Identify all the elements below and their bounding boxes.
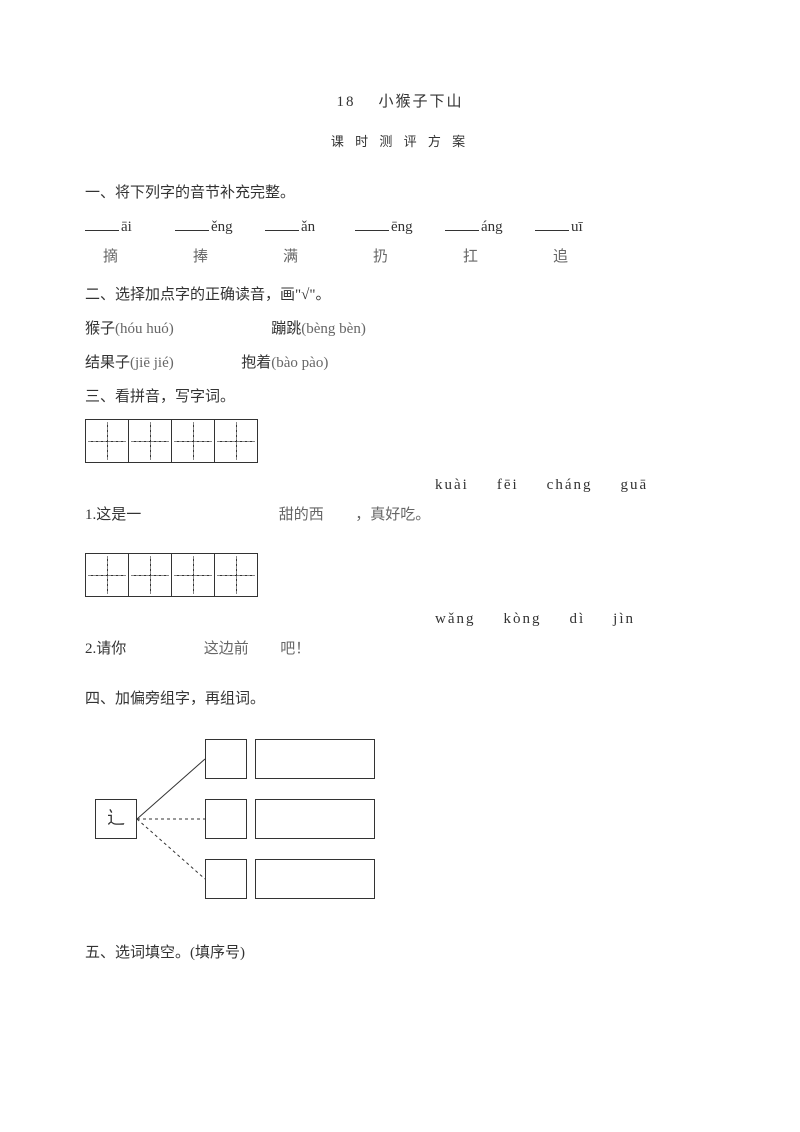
q3-pinyin-row-1: kuài fēi cháng guā — [85, 473, 715, 497]
q3-pinyin: kòng — [504, 607, 542, 631]
q3-pinyin: cháng — [547, 473, 593, 497]
blank-line[interactable] — [265, 217, 299, 231]
q3-row-1 — [85, 419, 715, 467]
child-box[interactable] — [205, 799, 247, 839]
q1-hanzi: 摘 — [85, 245, 175, 269]
q2-word: 蹦跳 — [271, 321, 301, 337]
section-5-heading: 五、选词填空。(填序号) — [85, 941, 715, 965]
tianzi-cell[interactable] — [214, 553, 258, 597]
root-box: 辶 — [95, 799, 137, 839]
q1-hanzi: 满 — [265, 245, 355, 269]
q3-text: 这边前 — [204, 641, 249, 657]
q1-hanzi-row: 摘 捧 满 扔 扛 追 — [85, 245, 715, 269]
word-box[interactable] — [255, 859, 375, 899]
blank-line[interactable] — [355, 217, 389, 231]
q1-pinyin: áng — [481, 215, 503, 239]
q2-word: 抱着 — [241, 355, 271, 371]
q3-text: ，真好吃。 — [355, 507, 430, 523]
word-box[interactable] — [255, 799, 375, 839]
q1-pinyin-cell: āi — [85, 215, 175, 239]
q1-pinyin-cell: ēng — [355, 215, 445, 239]
blank-line[interactable] — [175, 217, 209, 231]
q1-pinyin-cell: ěng — [175, 215, 265, 239]
tianzi-cell[interactable] — [171, 553, 215, 597]
tianzi-cell[interactable] — [85, 419, 129, 463]
q1-pinyin: ǎn — [301, 215, 315, 239]
q4-diagram: 辶 — [95, 721, 455, 911]
q2-pinyin-choice[interactable]: (bào pào) — [271, 355, 328, 371]
q3-pinyin: dì — [570, 607, 586, 631]
child-box[interactable] — [205, 739, 247, 779]
q3-pinyin-row-2: wǎng kòng dì jìn — [85, 607, 715, 631]
blank-line[interactable] — [85, 217, 119, 231]
q2-pinyin-choice[interactable]: (jiē jié) — [130, 355, 174, 371]
q3-pinyin: kuài — [435, 473, 469, 497]
title-number: 18 — [336, 94, 355, 110]
child-box[interactable] — [205, 859, 247, 899]
tianzi-cell[interactable] — [171, 419, 215, 463]
title-text: 小猴子下山 — [378, 94, 463, 110]
q1-pinyin: āi — [121, 215, 132, 239]
section-2-heading: 二、选择加点字的正确读音，画"√"。 — [85, 283, 715, 307]
q3-text: 1.这是一 — [85, 507, 141, 523]
tianzi-cell[interactable] — [128, 419, 172, 463]
q3-pinyin-group: kuài fēi cháng guā — [435, 473, 648, 497]
tianzi-cell[interactable] — [85, 553, 129, 597]
q1-pinyin-cell: ǎn — [265, 215, 355, 239]
q1-hanzi: 扛 — [445, 245, 535, 269]
tianzi-cell[interactable] — [128, 553, 172, 597]
tianzi-cell[interactable] — [214, 419, 258, 463]
q3-pinyin-group: wǎng kòng dì jìn — [435, 607, 635, 631]
q1-hanzi: 捧 — [175, 245, 265, 269]
tianzi-grid[interactable] — [85, 419, 257, 463]
q3-pinyin: fēi — [497, 473, 519, 497]
q2-word: 结果子 — [85, 355, 130, 371]
q3-pinyin: guā — [620, 473, 648, 497]
tianzi-grid[interactable] — [85, 553, 257, 597]
q3-row-2 — [85, 553, 715, 601]
q2-line-1: 猴子(hóu huó) 蹦跳(bèng bèn) — [85, 317, 715, 341]
q1-hanzi: 追 — [535, 245, 625, 269]
q2-word: 猴子 — [85, 321, 115, 337]
q3-pinyin: wǎng — [435, 607, 476, 631]
q3-sentence-2: 2.请你 这边前 吧！ — [85, 637, 715, 661]
q1-pinyin: uī — [571, 215, 583, 239]
blank-line[interactable] — [445, 217, 479, 231]
q1-pinyin: ēng — [391, 215, 413, 239]
section-3-heading: 三、看拼音，写字词。 — [85, 385, 715, 409]
q3-pinyin: jìn — [613, 607, 635, 631]
q1-pinyin-cell: áng — [445, 215, 535, 239]
q3-text: 2.请你 — [85, 641, 126, 657]
section-1-heading: 一、将下列字的音节补充完整。 — [85, 181, 715, 205]
word-box[interactable] — [255, 739, 375, 779]
q1-pinyin-cell: uī — [535, 215, 625, 239]
q1-hanzi: 扔 — [355, 245, 445, 269]
blank-line[interactable] — [535, 217, 569, 231]
q3-sentence-1: 1.这是一 甜的西 ，真好吃。 — [85, 503, 715, 527]
page-subtitle: 课 时 测 评 方 案 — [85, 132, 715, 153]
q1-pinyin: ěng — [211, 215, 233, 239]
root-char: 辶 — [107, 804, 125, 833]
section-4-heading: 四、加偏旁组字，再组词。 — [85, 687, 715, 711]
q3-text: 甜的西 — [279, 507, 324, 523]
q2-line-2: 结果子(jiē jié) 抱着(bào pào) — [85, 351, 715, 375]
page-title: 18 小猴子下山 — [85, 90, 715, 114]
q2-pinyin-choice[interactable]: (bèng bèn) — [301, 321, 366, 337]
q3-text: 吧！ — [280, 641, 310, 657]
q2-pinyin-choice[interactable]: (hóu huó) — [115, 321, 174, 337]
q1-pinyin-row: āi ěng ǎn ēng áng uī — [85, 215, 715, 239]
